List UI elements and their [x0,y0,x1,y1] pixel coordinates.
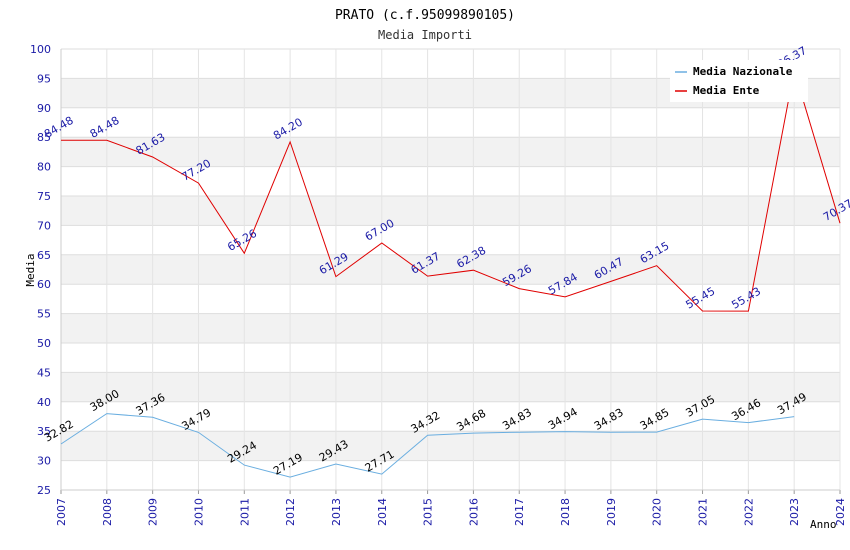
chart-subtitle: Media Importi [378,28,472,42]
x-tick-label: 2007 [55,498,68,526]
y-tick-label: 70 [37,219,51,232]
x-tick-label: 2011 [238,498,251,526]
x-tick-label: 2024 [834,498,847,526]
plot-band [61,460,840,490]
legend-label-ente: Media Ente [693,84,760,97]
y-tick-label: 30 [37,455,51,468]
y-tick-label: 75 [37,190,51,203]
y-tick-label: 35 [37,425,51,438]
chart-title: PRATO (c.f.95099890105) [335,8,515,23]
y-tick-label: 45 [37,366,51,379]
plot-band [61,196,840,226]
plot-band [61,166,840,196]
x-tick-label: 2009 [147,498,160,526]
x-tick-label: 2021 [697,498,710,526]
plot-band [61,107,840,138]
x-tick-label: 2008 [101,498,114,526]
x-tick-label: 2017 [513,498,526,526]
plot-band [61,225,840,255]
plot-band [61,254,840,285]
series-lines [60,70,841,478]
plot-background-bands [61,49,840,490]
y-tick-label: 65 [37,249,51,262]
legend-label-nazionale: Media Nazionale [693,65,793,78]
plot-band [61,137,840,167]
y-axis-title: Media [24,253,37,286]
x-tick-label: 2010 [192,498,205,526]
plot-band [61,313,840,343]
x-tick-label: 2020 [651,498,664,526]
series-line-media-ente [61,70,841,312]
y-tick-label: 90 [37,102,51,115]
x-axis-ticks: 2007 2008 2009 2010 2011 2012 2013 2014 2015 2016… [55,498,847,526]
y-tick-label: 50 [37,337,51,350]
plot-band [61,284,840,314]
axes [60,49,841,494]
x-tick-label: 2013 [330,498,343,526]
plot-band [61,372,840,402]
x-tick-label: 2022 [742,498,755,526]
x-tick-label: 2023 [788,498,801,526]
y-tick-label: 85 [37,131,51,144]
plot-band [61,343,840,373]
x-tick-label: 2018 [559,498,572,526]
x-tick-label: 2015 [422,498,435,526]
x-tick-label: 2012 [284,498,297,526]
y-tick-label: 95 [37,72,51,85]
y-tick-label: 25 [37,484,51,497]
gridlines [60,48,841,491]
x-tick-label: 2019 [605,498,618,526]
series-line-media-nazionale [60,413,795,478]
y-tick-label: 60 [37,278,51,291]
plot-band [61,401,840,432]
y-tick-label: 80 [37,161,51,174]
x-tick-label: 2016 [467,498,480,526]
y-tick-label: 100 [30,43,51,56]
legend-box [670,60,808,102]
y-tick-label: 40 [37,396,51,409]
y-axis-ticks: 25 30 35 40 45 50 55 60 65 70 75 80 85 90 95 100 [30,43,51,497]
y-tick-label: 55 [37,308,51,321]
plot-band [61,431,840,461]
legend: Media Nazionale Media Ente [670,60,808,102]
x-axis-title: Anno [810,518,837,531]
x-tick-label: 2014 [376,498,389,526]
